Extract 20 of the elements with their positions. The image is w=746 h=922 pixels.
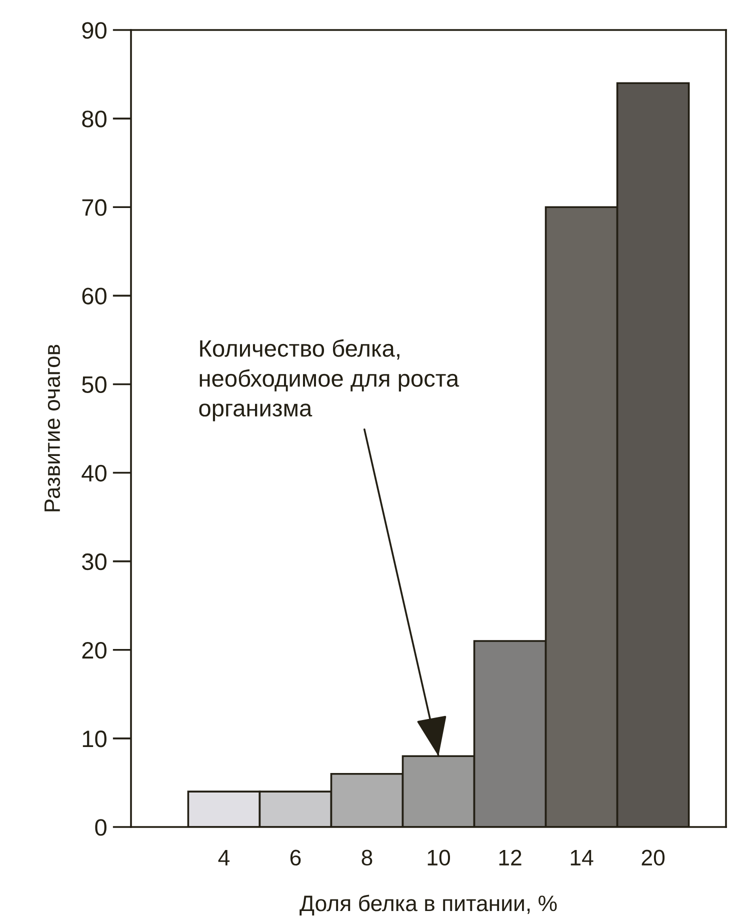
x-tick-label: 14 [570,850,594,866]
x-tick-label: 8 [362,850,372,866]
x-axis-title: Доля белка в питании, % [300,894,557,916]
y-axis-title: Развитие очагов [44,344,60,512]
y-tick-label: 80 [82,110,106,128]
y-tick-label: 90 [82,22,106,39]
x-tick-label: 10 [428,850,450,866]
y-tick-label: 10 [82,730,106,748]
x-tick-label: 12 [499,850,522,866]
y-tick-label: 60 [82,288,106,304]
x-tick-label: 4 [218,850,230,866]
x-tick-label: 20 [642,850,665,866]
y-tick-label: 70 [82,199,106,216]
y-tick-label: 40 [82,464,106,482]
x-tick-label: 6 [290,850,301,866]
y-tick-label: 50 [82,376,106,394]
annotation: Количество белка, необходимое для роста организма [199,339,460,422]
y-tick-label: 20 [82,642,106,659]
y-tick-label: 0 [95,819,106,836]
y-tick-label: 30 [82,553,106,570]
